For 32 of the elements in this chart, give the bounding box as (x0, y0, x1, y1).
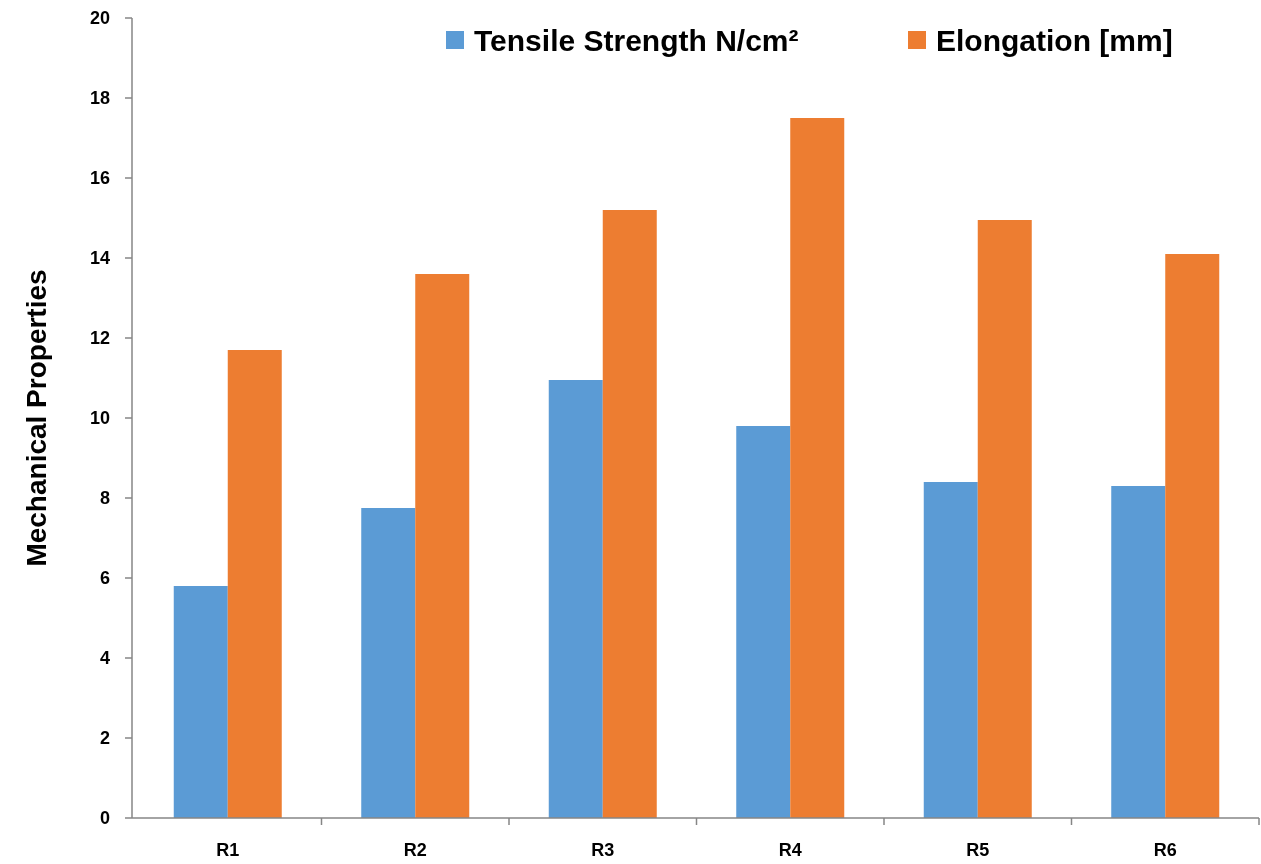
y-tick-label: 18 (89, 88, 110, 109)
bar (1165, 254, 1220, 818)
y-tick-label: 20 (89, 8, 110, 29)
x-tick-label: R2 (403, 840, 427, 860)
bar (736, 426, 791, 818)
legend-label: Tensile Strength N/cm² (474, 23, 799, 57)
y-tick-label: 2 (99, 728, 110, 749)
y-tick-label: 10 (89, 408, 110, 429)
y-axis-title: Mechanical Properties (21, 269, 52, 567)
y-tick-label: 4 (99, 648, 110, 669)
bar (977, 220, 1032, 818)
bar (548, 380, 603, 818)
bar (361, 508, 416, 818)
y-tick-label: 0 (99, 808, 110, 829)
bar (1111, 486, 1166, 818)
y-tick-label: 8 (99, 488, 110, 509)
bar (173, 586, 228, 818)
x-tick-label: R6 (1153, 840, 1177, 860)
bar (602, 210, 657, 818)
y-tick-label: 14 (89, 248, 110, 269)
x-tick-label: R1 (216, 840, 240, 860)
bar (415, 274, 470, 818)
x-tick-label: R5 (966, 840, 990, 860)
legend-label: Elongation [mm] (936, 23, 1173, 57)
y-tick-label: 16 (89, 168, 110, 189)
x-tick-label: R4 (778, 840, 802, 860)
bar (227, 350, 282, 818)
y-tick-label: 6 (99, 568, 110, 589)
x-tick-label: R3 (591, 840, 615, 860)
bar (923, 482, 978, 818)
y-tick-label: 12 (89, 328, 110, 349)
bar (790, 118, 845, 818)
